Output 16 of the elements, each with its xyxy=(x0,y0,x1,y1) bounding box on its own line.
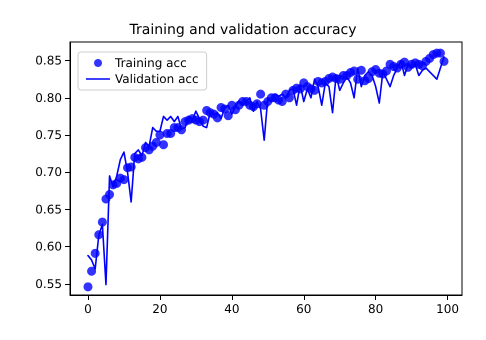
x-tick-label: 100 xyxy=(436,302,460,316)
y-tick-label: 0.60 xyxy=(35,240,62,254)
legend-label: Training acc xyxy=(114,56,187,70)
y-tick-label: 0.85 xyxy=(35,54,62,68)
chart-title: Training and validation accuracy xyxy=(128,22,357,38)
y-tick-label: 0.65 xyxy=(35,202,62,216)
y-tick-label: 0.75 xyxy=(35,128,62,142)
x-tick-label: 20 xyxy=(152,302,168,316)
y-tick-label: 0.70 xyxy=(35,165,62,180)
x-tick-label: 80 xyxy=(368,302,384,316)
x-tick-label: 40 xyxy=(224,302,240,316)
legend-label: Validation acc xyxy=(115,72,199,86)
x-tick-label: 60 xyxy=(296,302,312,316)
x-tick-label: 0 xyxy=(84,302,92,316)
y-tick-label: 0.55 xyxy=(35,276,62,291)
y-tick-label: 0.80 xyxy=(35,90,62,105)
